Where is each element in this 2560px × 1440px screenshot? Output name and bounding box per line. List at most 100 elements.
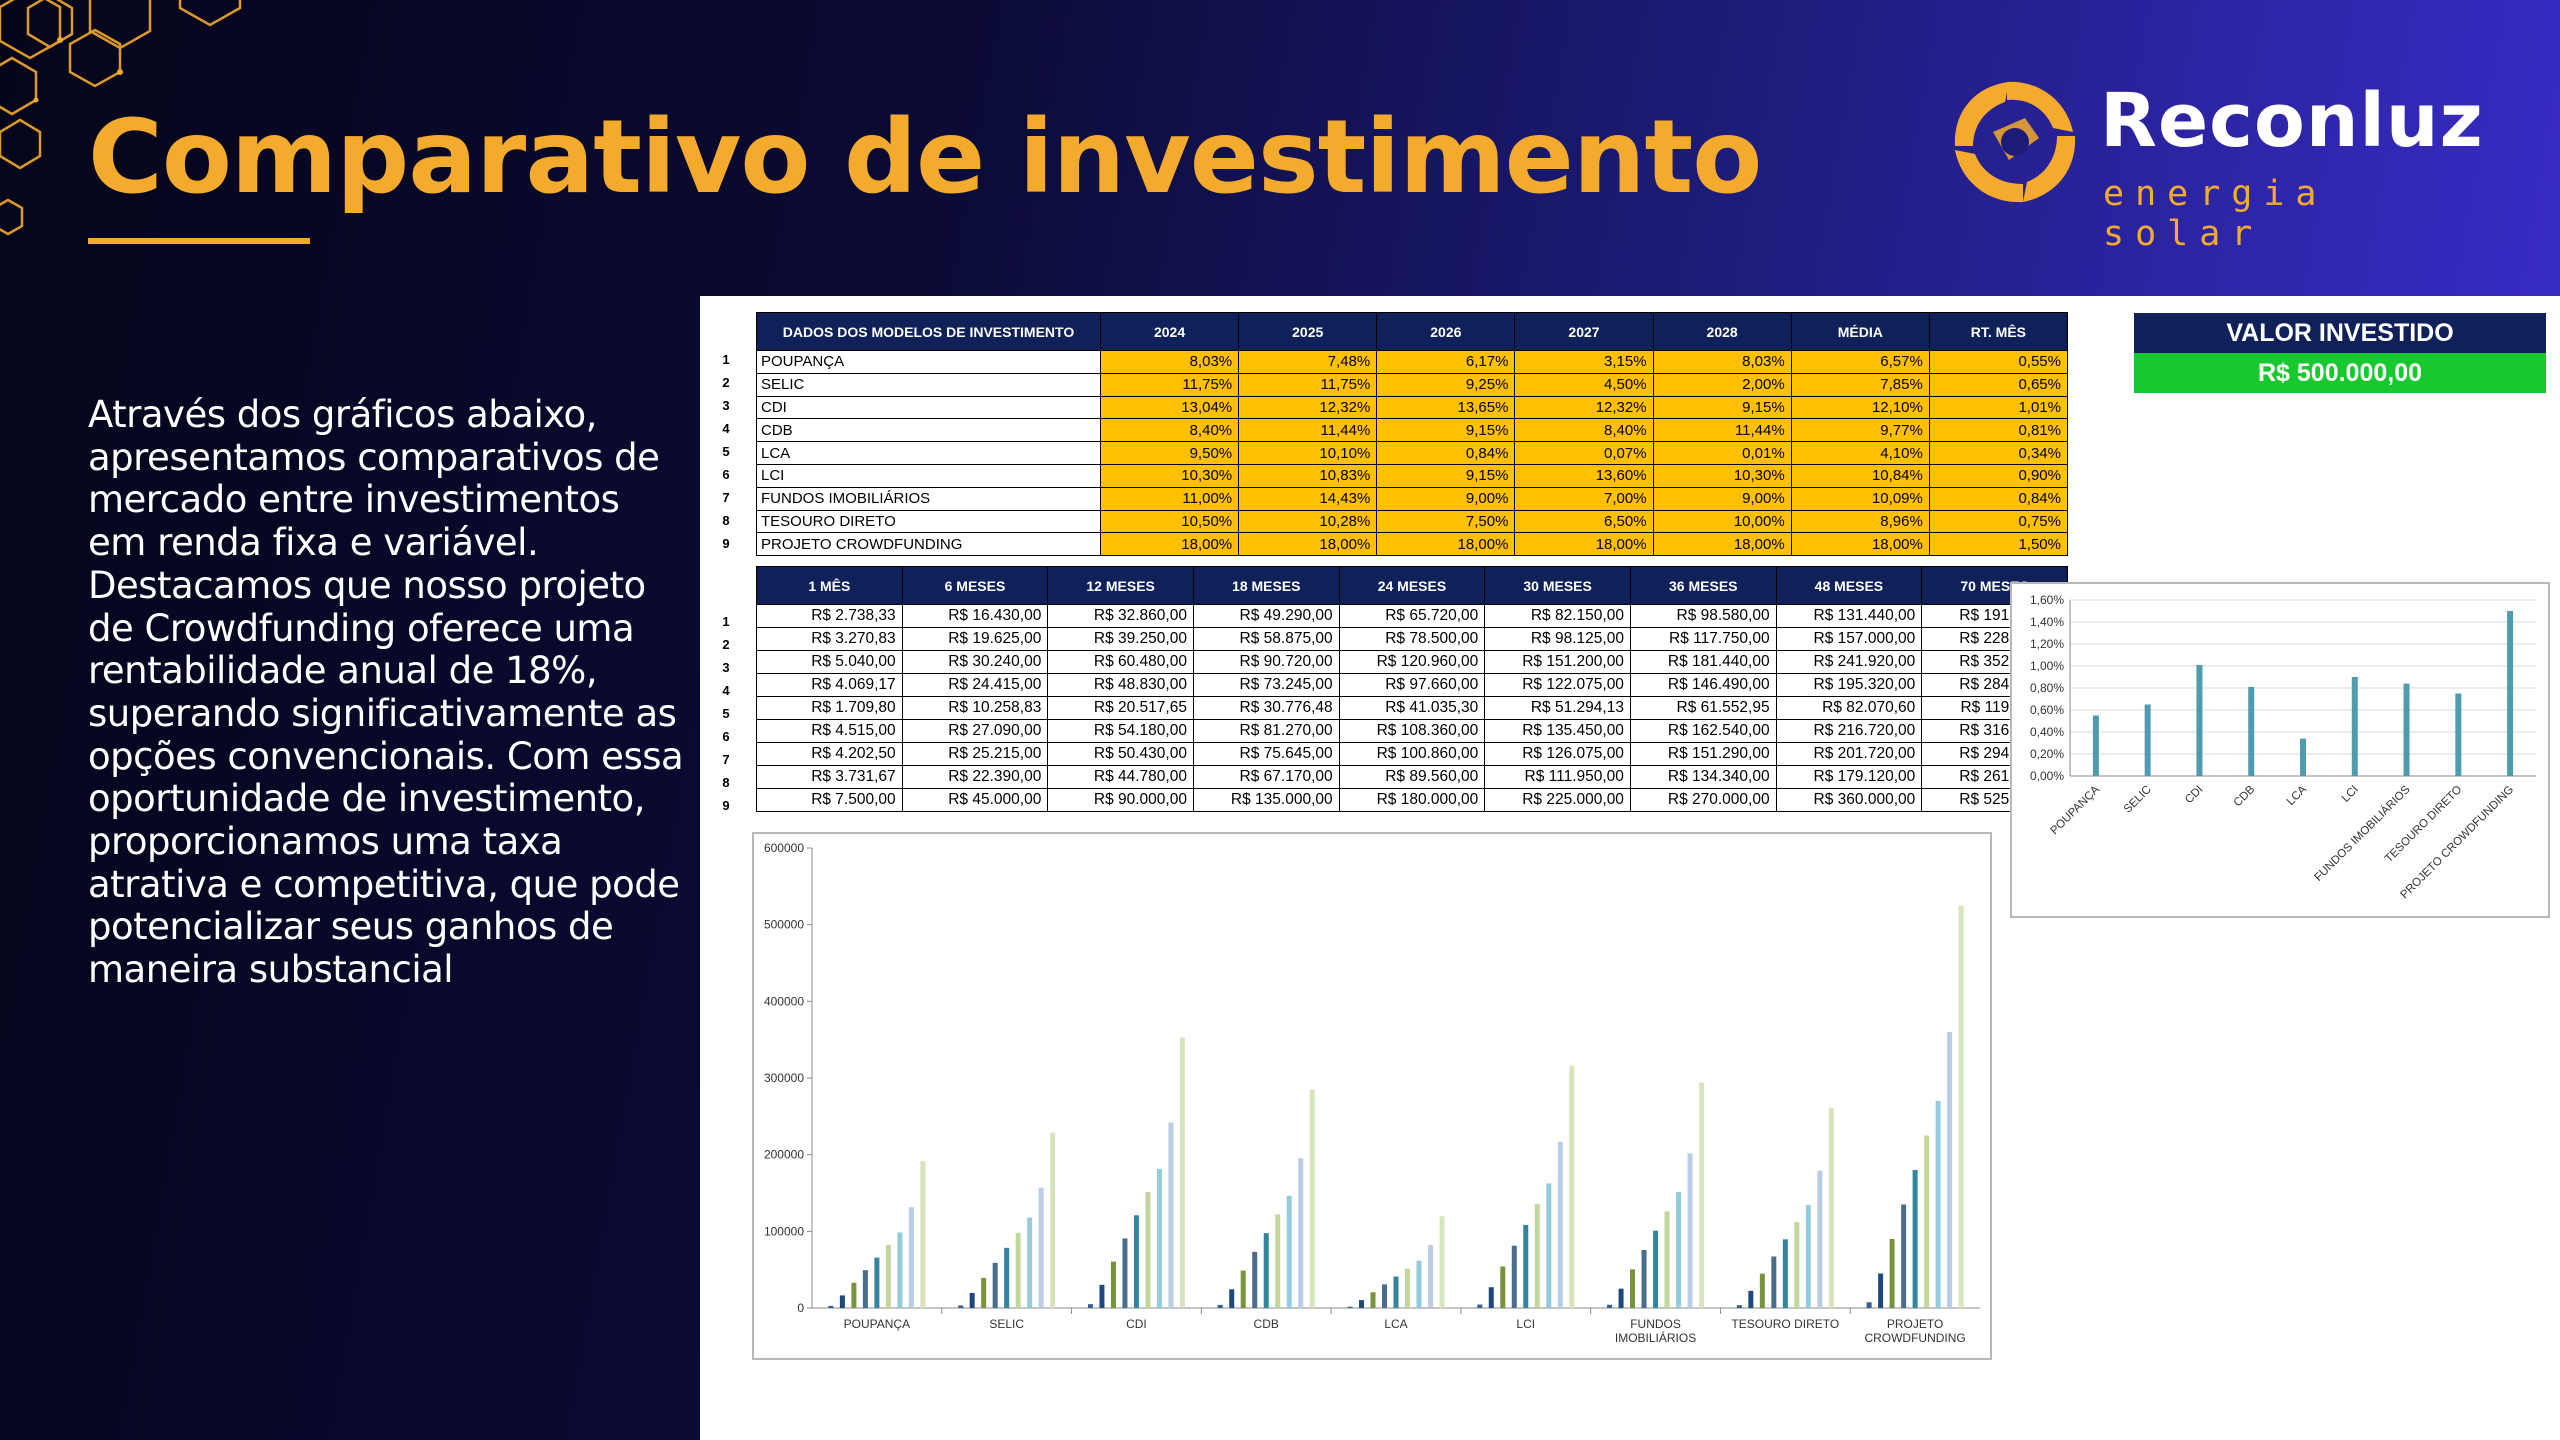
bar (1947, 1032, 1953, 1308)
x-tick-label: POUPANÇA (2048, 783, 2102, 837)
bar (1889, 1239, 1895, 1308)
rate-cell: 6,50% (1514, 509, 1654, 534)
bar (828, 1305, 834, 1308)
return-value-cell: R$ 126.075,00 (1484, 742, 1631, 766)
rate-cell: 4,50% (1514, 372, 1654, 397)
bar (1569, 1065, 1575, 1308)
return-value-cell: R$ 134.340,00 (1629, 765, 1777, 789)
return-value-cell: R$ 10.258,83 (901, 696, 1049, 720)
bar (1050, 1132, 1056, 1308)
bar (1347, 1306, 1353, 1308)
return-value-cell: R$ 1.709,80 (756, 696, 903, 720)
investment-name-cell: FUNDOS IMOBILIÁRIOS (756, 486, 1101, 511)
x-tick-label: PROJETO CROWDFUNDING (2399, 784, 2517, 902)
row-number: 2 (722, 375, 730, 390)
bar (1428, 1245, 1433, 1308)
bar (874, 1257, 880, 1308)
row-number: 6 (722, 729, 730, 744)
return-value-cell: R$ 100.860,00 (1338, 742, 1486, 766)
return-value-cell: R$ 90.720,00 (1192, 650, 1340, 674)
return-value-cell: R$ 19.625,00 (901, 627, 1049, 651)
return-value-cell: R$ 3.270,83 (756, 627, 903, 651)
bar (1156, 1168, 1162, 1308)
table2-header-cell: 36 MESES (1629, 566, 1777, 605)
x-tick-label: CDB (1254, 1317, 1279, 1331)
rate-cell: 0,84% (1376, 441, 1516, 465)
row-number: 1 (722, 352, 730, 367)
return-value-cell: R$ 135.450,00 (1484, 719, 1631, 743)
investment-name-cell: CDB (756, 418, 1101, 443)
y-tick-label: 100000 (764, 1224, 804, 1238)
table-row: LCA 9,50% 10,10% 0,84% 0,07% 0,01% 4,10% 0,34% (756, 441, 2069, 465)
sun-logo-icon (1954, 81, 2076, 203)
return-value-cell: R$ 54.180,00 (1047, 719, 1194, 743)
table-row: R$ 2.738,33 R$ 16.430,00 R$ 32.860,00 R$ 49… (756, 604, 2068, 628)
table-row: TESOURO DIRETO 10,50% 10,28% 7,50% 6,50% 10,0… (756, 509, 2069, 534)
investment-returns-table: 1 MÊS 6 MESES 12 MESES 18 MESES 24 MESES 30 M… (756, 566, 2068, 812)
rate-cell: 0,01% (1652, 441, 1792, 465)
table-row: LCI 10,30% 10,83% 9,15% 13,60% 10,30% 10,84% 0,… (756, 463, 2069, 488)
bar (1748, 1290, 1754, 1308)
bar (885, 1245, 891, 1308)
bar (1924, 1135, 1930, 1308)
return-value-cell: R$ 41.035,30 (1338, 696, 1486, 720)
x-tick-label: LCA (1384, 1317, 1407, 1331)
rate-cell: 0,55% (1928, 350, 2069, 374)
bar (1168, 1122, 1174, 1308)
bar (862, 1270, 868, 1308)
rate-cell: 11,00% (1099, 486, 1240, 511)
table2-header-cell: 48 MESES (1775, 566, 1923, 605)
bar (1817, 1170, 1823, 1308)
bar (1546, 1183, 1552, 1308)
row-number: 3 (722, 660, 730, 675)
bar (2196, 664, 2203, 776)
bar (1038, 1187, 1044, 1308)
rate-cell: 7,50% (1376, 509, 1516, 534)
table-row: R$ 5.040,00 R$ 30.240,00 R$ 60.480,00 R$ 90… (756, 650, 2068, 674)
return-value-cell: R$ 98.580,00 (1629, 604, 1777, 628)
y-tick-label: 600000 (764, 841, 804, 855)
y-tick-label: 1,60% (2030, 593, 2064, 607)
row-number: 7 (722, 752, 730, 767)
bar (992, 1262, 998, 1308)
return-value-cell: R$ 2.738,33 (756, 604, 903, 628)
rate-cell: 8,96% (1790, 509, 1930, 534)
rate-cell: 7,85% (1790, 372, 1930, 397)
bar (1286, 1195, 1292, 1308)
return-value-cell: R$ 108.360,00 (1338, 719, 1486, 743)
x-tick-label: LCI (1516, 1317, 1535, 1331)
y-tick-label: 0,80% (2030, 681, 2064, 695)
bar (1405, 1268, 1410, 1308)
bar (908, 1207, 914, 1308)
y-tick-label: 500000 (764, 918, 804, 932)
return-value-cell: R$ 181.440,00 (1629, 650, 1777, 674)
rate-cell: 11,75% (1099, 372, 1240, 397)
return-value-cell: R$ 111.950,00 (1484, 765, 1631, 789)
return-value-cell: R$ 216.720,00 (1775, 719, 1923, 743)
rate-cell: 9,15% (1376, 418, 1516, 443)
y-tick-label: 0,20% (2030, 747, 2064, 761)
x-tick-label: LCI (2340, 784, 2361, 805)
rate-cell: 18,00% (1376, 532, 1516, 557)
table-row: POUPANÇA 8,03% 7,48% 6,17% 3,15% 8,03% 6,57% 0,… (756, 350, 2069, 374)
rate-cell: 9,50% (1099, 441, 1240, 465)
row-number: 7 (722, 490, 730, 505)
table-row: FUNDOS IMOBILIÁRIOS 11,00% 14,43% 9,00% 7,00… (756, 486, 2069, 511)
bar (1901, 1204, 1907, 1308)
rate-cell: 0,65% (1928, 372, 2069, 397)
bar (1664, 1211, 1670, 1308)
bar (1866, 1302, 1872, 1308)
return-value-cell: R$ 3.731,67 (756, 765, 903, 789)
return-value-cell: R$ 49.290,00 (1192, 604, 1340, 628)
bar (1477, 1304, 1483, 1308)
rate-cell: 0,34% (1928, 441, 2069, 465)
rate-cell: 18,00% (1652, 532, 1792, 557)
rate-cell: 10,50% (1099, 509, 1240, 534)
x-tick-label: FUNDOS (1630, 1317, 1681, 1331)
valor-investido-box: VALOR INVESTIDO R$ 500.000,00 (2134, 313, 2546, 393)
bar (1145, 1192, 1151, 1308)
return-value-cell: R$ 5.040,00 (756, 650, 903, 674)
return-value-cell: R$ 30.776,48 (1192, 696, 1340, 720)
return-value-cell: R$ 360.000,00 (1775, 788, 1923, 812)
bar (1500, 1266, 1506, 1308)
